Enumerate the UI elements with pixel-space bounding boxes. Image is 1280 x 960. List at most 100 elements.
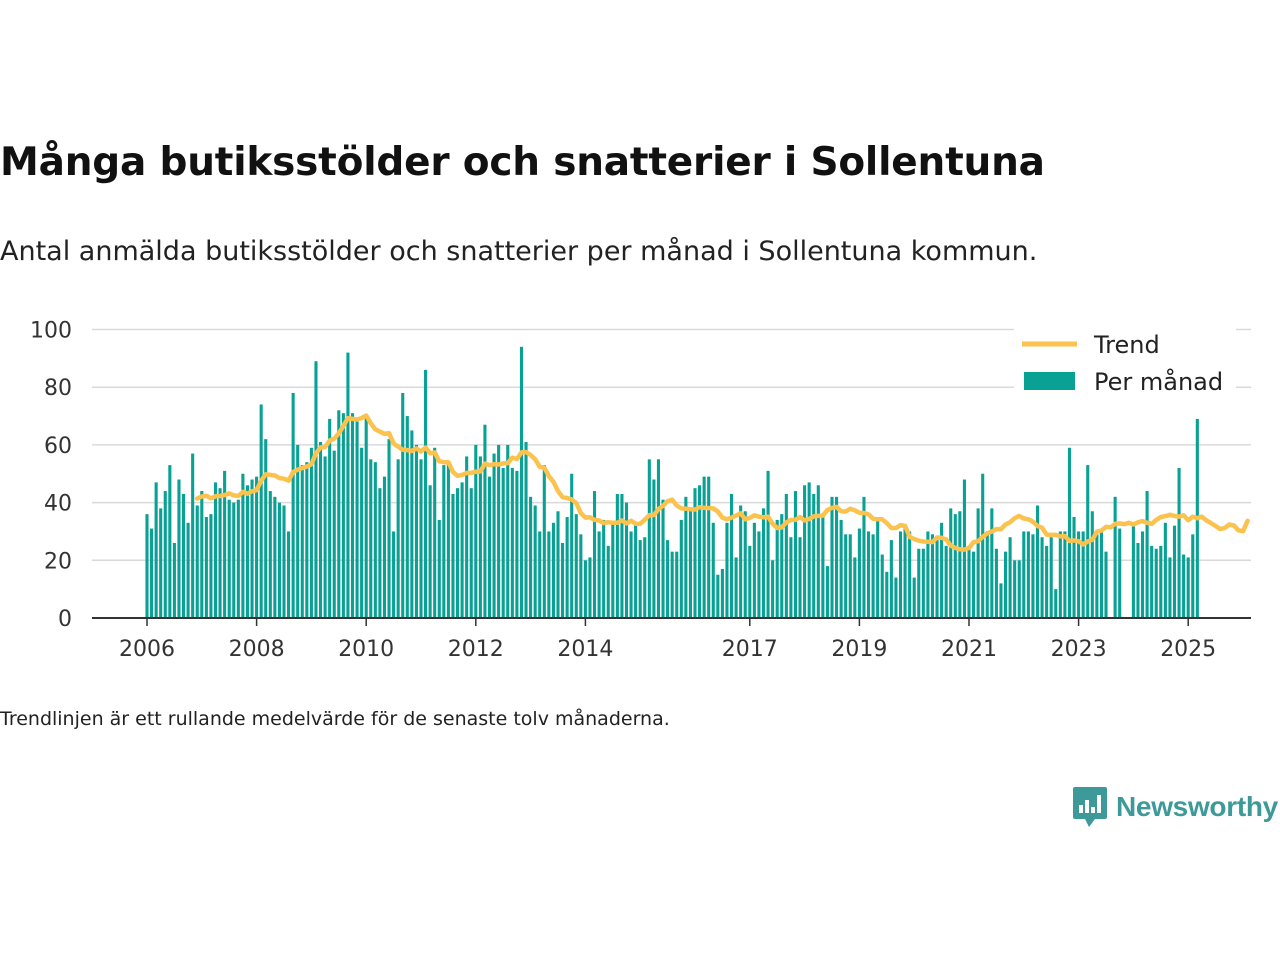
bar [318,442,323,618]
bar [885,571,889,618]
bar [350,413,355,618]
bar [510,467,514,618]
bar [264,439,268,618]
bar [752,522,756,618]
bar [465,456,469,618]
bar [816,485,820,618]
bar [912,577,916,618]
bar [725,522,729,618]
bar [300,465,304,618]
bar [273,496,277,618]
bar [309,447,313,618]
x-axis-ticks: 2006 2008 2010 2012 2014 2017 2019 2021 2023 2025 [119,618,1216,662]
bar [337,410,341,618]
bar [1081,531,1085,618]
bar [565,517,569,618]
bar [268,491,272,618]
bar [1017,560,1021,618]
bar [218,488,222,618]
bar [501,467,505,618]
bar [862,496,866,618]
bar [1136,542,1140,618]
bar [661,499,665,618]
bar [223,470,227,618]
bar [688,508,692,618]
bar [743,511,747,618]
y-tick-label: 0 [58,607,72,632]
bar [615,493,619,618]
bar [1040,537,1044,618]
bar [866,531,871,618]
bar [766,470,770,618]
bar [789,537,793,618]
bar [414,444,418,618]
bar [729,493,734,618]
bar [282,505,286,618]
bar [373,462,377,618]
bar [583,560,587,618]
y-axis-ticks: 0 20 40 60 80 100 [30,319,72,633]
bar [825,566,829,618]
bar [981,473,985,618]
bar [1035,505,1040,618]
bar [707,476,711,618]
bar [401,392,405,618]
bar [675,551,679,618]
bar [332,450,336,618]
newsworthy-logo-text: Newsworthy [1116,791,1278,822]
bar [314,361,318,618]
bar [935,540,939,618]
bar [634,522,638,618]
bar [186,522,190,618]
bar [341,413,345,618]
bar [1145,491,1149,618]
bar [917,548,921,618]
bar [181,493,186,618]
bar [638,540,642,618]
bar [880,554,884,618]
bar [277,502,281,618]
bar [757,531,761,618]
bar [835,496,839,618]
bar [460,482,464,618]
bar [876,517,880,618]
bar [949,508,953,618]
chart-footnote: Trendlinjen är ett rullande medelvärde f… [0,708,670,730]
bar [433,447,437,618]
bar [163,491,167,618]
bar [793,491,798,618]
x-tick-label: 2023 [1051,637,1107,662]
bar [524,442,528,618]
bar [529,496,533,618]
bar [1104,551,1108,618]
bar [1118,528,1122,618]
bar [647,459,651,618]
bar [150,528,154,618]
bar [364,416,368,618]
bar [976,508,980,618]
bar [442,465,446,618]
bar [679,519,683,618]
bar [1026,531,1030,618]
bar [191,453,195,618]
bar [200,491,204,618]
legend-background [1014,326,1236,404]
bar [542,465,546,618]
y-tick-label: 60 [44,434,72,459]
bar [1099,528,1103,618]
x-tick-label: 2010 [338,637,394,662]
bar [857,528,861,618]
x-tick-label: 2017 [722,637,778,662]
bar [213,482,218,618]
bar [396,459,400,618]
bar [1186,557,1190,618]
bar [720,568,724,618]
legend-trend-label: Trend [1093,331,1160,359]
bar [898,531,903,618]
bar [780,514,784,618]
x-tick-label: 2012 [448,637,504,662]
bar [1077,531,1081,618]
bar [761,508,766,618]
bar [369,459,373,618]
bar [1049,537,1053,618]
